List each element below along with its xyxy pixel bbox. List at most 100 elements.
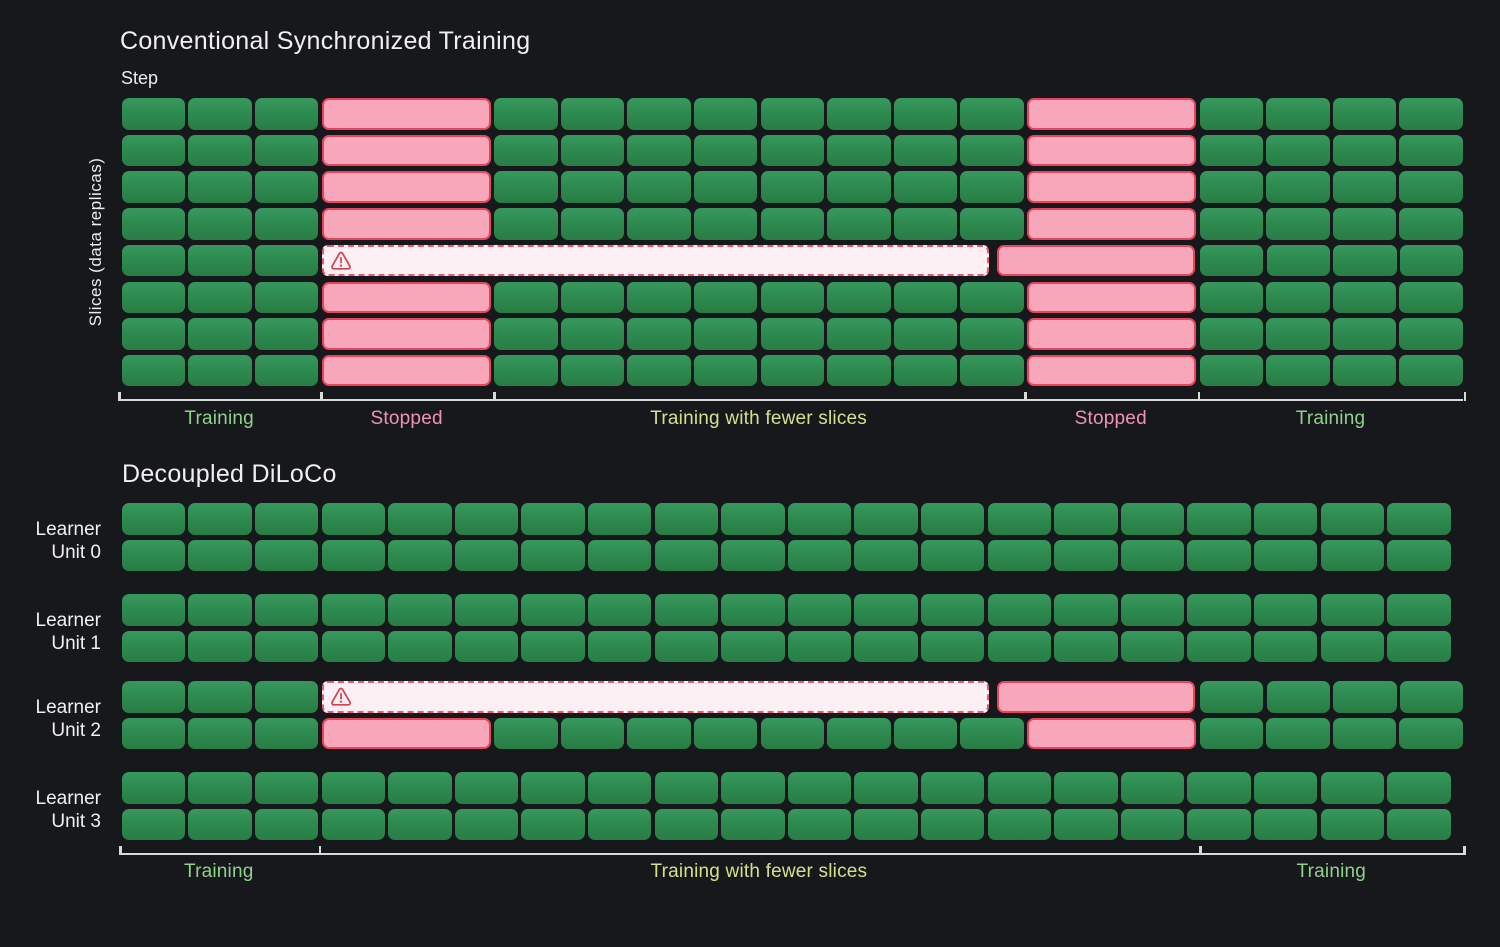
step-cell-training bbox=[587, 594, 652, 626]
step-cell-training bbox=[1187, 594, 1251, 626]
step-cell-stopped bbox=[1026, 354, 1197, 387]
step-cell-training bbox=[1399, 717, 1463, 749]
step-cell-training bbox=[760, 171, 824, 203]
step-cell-training bbox=[1054, 772, 1118, 804]
step-cell-training bbox=[321, 539, 385, 571]
step-cell-training bbox=[121, 594, 186, 626]
step-cell-training bbox=[188, 281, 252, 313]
step-cell-training bbox=[188, 171, 252, 203]
step-cell-stopped bbox=[1026, 171, 1197, 203]
step-cell-training bbox=[494, 354, 558, 387]
phase-label: Training with fewer slices bbox=[650, 861, 868, 882]
step-cell-training bbox=[827, 281, 891, 313]
step-cell-training bbox=[188, 717, 252, 749]
step-cell-training bbox=[920, 630, 985, 662]
step-cell-training bbox=[654, 808, 718, 840]
step-cell-training bbox=[521, 630, 585, 662]
step-cell-training bbox=[721, 630, 785, 662]
step-cell-training bbox=[560, 98, 625, 130]
step-cell-training bbox=[388, 808, 452, 840]
step-cell-training bbox=[787, 539, 852, 571]
step-cell-training bbox=[1054, 503, 1118, 535]
step-cell-training bbox=[960, 134, 1024, 167]
step-cell-training bbox=[254, 539, 319, 571]
step-cell-training bbox=[1266, 171, 1330, 203]
step-cell-training bbox=[1387, 503, 1451, 535]
step-cell-training bbox=[654, 539, 718, 571]
step-cell-training bbox=[893, 354, 958, 387]
step-cell-training bbox=[121, 318, 186, 350]
step-cell-training bbox=[893, 208, 958, 240]
learner-unit-label: Learner Unit 3 bbox=[36, 787, 102, 833]
step-cell-training bbox=[960, 354, 1024, 387]
step-cell-training bbox=[1253, 503, 1318, 535]
step-cell-training bbox=[1120, 772, 1185, 804]
bracket-line bbox=[119, 852, 1464, 855]
step-cell-training bbox=[587, 539, 652, 571]
step-cell-training bbox=[560, 171, 625, 203]
learner-unit-label-line1: Learner bbox=[35, 788, 102, 809]
step-cell-training bbox=[494, 134, 558, 167]
step-cell-training bbox=[1266, 681, 1330, 713]
step-cell-training bbox=[388, 539, 452, 571]
learner-unit-label-line2: Unit 1 bbox=[51, 633, 101, 654]
step-cell-training bbox=[1332, 717, 1397, 749]
phase-label: Training bbox=[1296, 861, 1367, 882]
phase-label: Training bbox=[183, 861, 254, 882]
step-cell-training bbox=[1120, 630, 1185, 662]
bracket-tick bbox=[318, 846, 321, 855]
step-cell-training bbox=[587, 772, 652, 804]
step-cell-training bbox=[654, 772, 718, 804]
step-cell-stopped bbox=[321, 281, 491, 313]
step-cell-training bbox=[721, 503, 785, 535]
step-cell-training bbox=[627, 134, 691, 167]
step-cell-training bbox=[893, 717, 958, 749]
step-cell-training bbox=[960, 318, 1024, 350]
step-cell-training bbox=[188, 503, 252, 535]
step-cell-training bbox=[454, 630, 519, 662]
step-cell-training bbox=[1266, 134, 1330, 167]
bracket-tick bbox=[119, 846, 122, 855]
step-cell-training bbox=[787, 808, 852, 840]
step-cell-stopped bbox=[321, 98, 491, 130]
top-chart-title: Conventional Synchronized Training bbox=[120, 27, 531, 55]
step-cell-training bbox=[388, 630, 452, 662]
step-cell-training bbox=[1199, 717, 1263, 749]
step-cell-training bbox=[254, 208, 319, 240]
step-cell-training bbox=[1266, 354, 1330, 387]
step-cell-training bbox=[321, 808, 385, 840]
step-cell-training bbox=[627, 354, 691, 387]
step-cell-training bbox=[521, 539, 585, 571]
step-cell-training bbox=[1054, 539, 1118, 571]
step-cell-stopped bbox=[321, 171, 491, 203]
step-cell-training bbox=[1399, 281, 1463, 313]
step-cell-training bbox=[1253, 594, 1318, 626]
step-cell-training bbox=[521, 503, 585, 535]
step-cell-training bbox=[760, 318, 824, 350]
step-cell-training bbox=[494, 717, 558, 749]
step-cell-training bbox=[521, 772, 585, 804]
step-cell-training bbox=[1199, 134, 1263, 167]
step-cell-training bbox=[521, 594, 585, 626]
step-cell-training bbox=[1332, 98, 1397, 130]
step-cell-training bbox=[827, 208, 891, 240]
step-cell-training bbox=[1266, 244, 1330, 277]
step-cell-training bbox=[388, 772, 452, 804]
step-cell-training bbox=[627, 98, 691, 130]
step-cell-training bbox=[254, 134, 319, 167]
learner-unit-label: Learner Unit 1 bbox=[36, 609, 102, 655]
step-cell-training bbox=[1187, 539, 1251, 571]
step-cell-training bbox=[693, 354, 758, 387]
step-cell-training bbox=[893, 134, 958, 167]
step-cell-training bbox=[388, 503, 452, 535]
step-cell-training bbox=[1332, 354, 1397, 387]
step-cell-training bbox=[494, 171, 558, 203]
step-cell-training bbox=[1054, 630, 1118, 662]
bracket-tick bbox=[1024, 392, 1027, 401]
step-cell-training bbox=[787, 772, 852, 804]
step-cell-training bbox=[560, 717, 625, 749]
step-cell-training bbox=[854, 808, 918, 840]
step-cell-training bbox=[494, 98, 558, 130]
step-cell-training bbox=[587, 630, 652, 662]
step-cell-stopped-recovery bbox=[996, 244, 1195, 277]
